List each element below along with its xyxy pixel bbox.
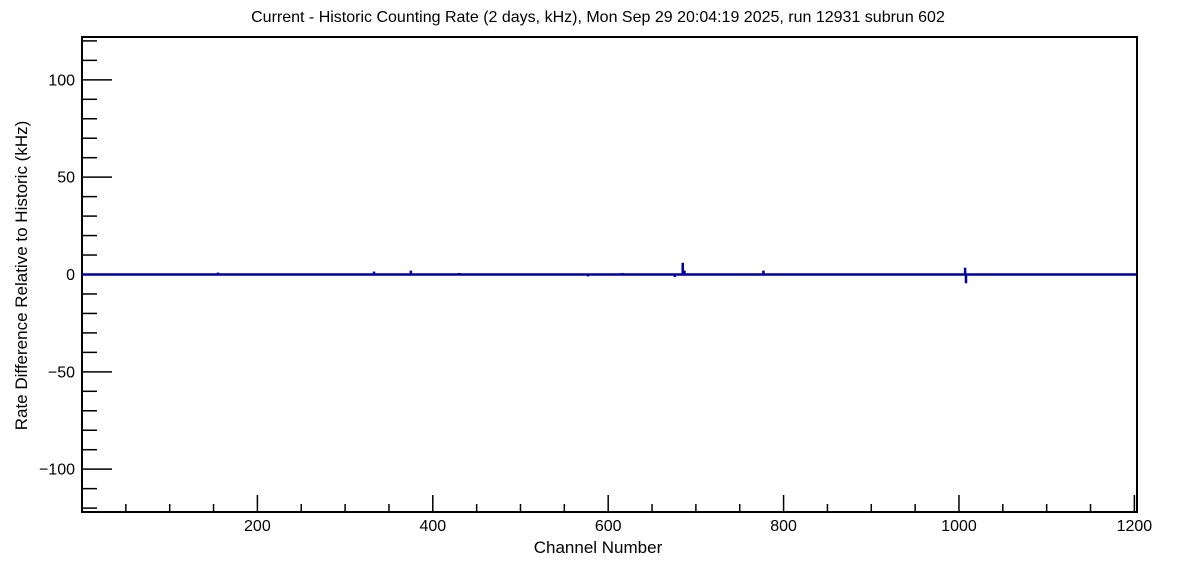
x-tick-label: 1200 — [1117, 518, 1153, 535]
plot-title: Current - Historic Counting Rate (2 days… — [251, 9, 945, 26]
x-tick-label: 1000 — [941, 518, 977, 535]
x-tick-label: 400 — [419, 518, 446, 535]
x-tick-label: 200 — [244, 518, 271, 535]
y-tick-label: 0 — [66, 267, 75, 284]
y-tick-label: −50 — [48, 364, 75, 381]
x-tick-label: 600 — [595, 518, 622, 535]
x-tick-label: 800 — [770, 518, 797, 535]
y-tick-label: −100 — [39, 462, 75, 479]
x-axis-title: Channel Number — [533, 538, 663, 557]
y-tick-label: 50 — [57, 170, 75, 187]
y-tick-label: 100 — [48, 72, 75, 89]
